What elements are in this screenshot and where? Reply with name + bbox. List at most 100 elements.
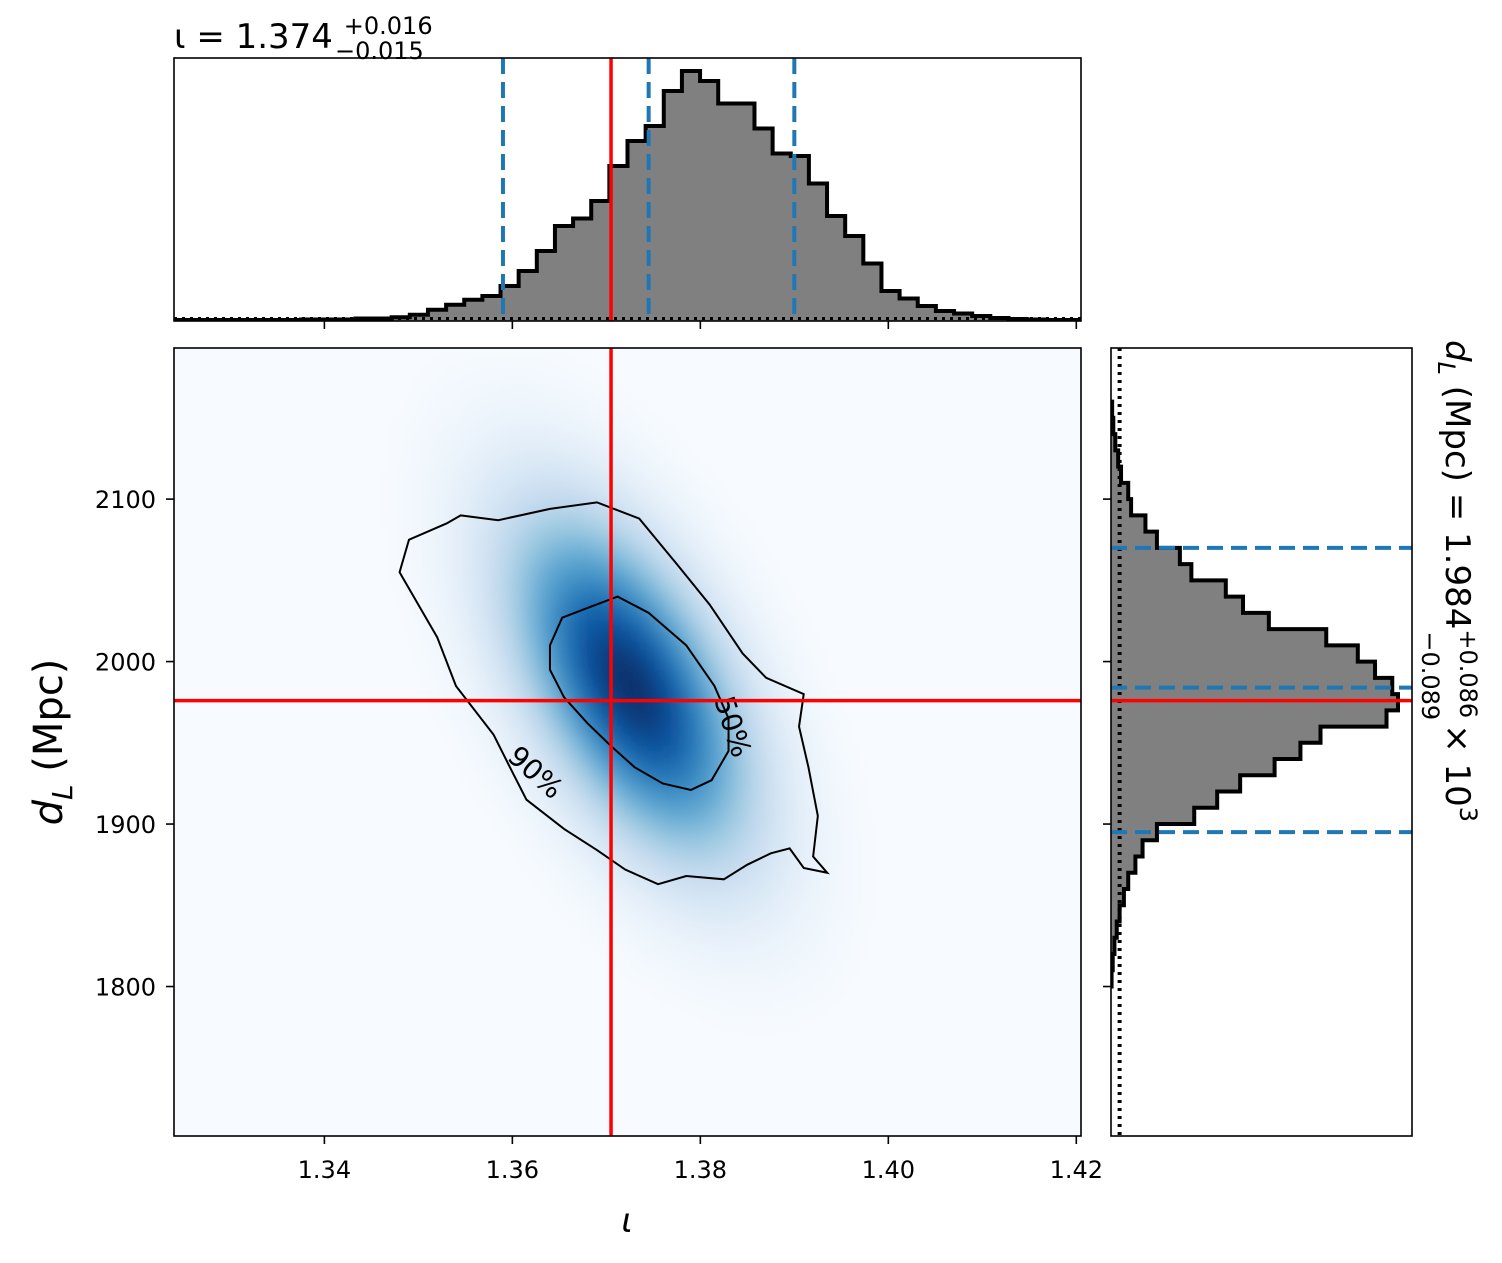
heatmap-cell [474,538,485,549]
heatmap-cell [594,468,605,479]
heatmap-cell [744,758,755,769]
heatmap-cell [674,548,685,559]
heatmap-cell [704,638,715,649]
heatmap-cell [724,588,735,599]
heatmap-cell [564,658,575,669]
heatmap-cell [484,528,495,539]
heatmap-cell [644,588,655,599]
heatmap-cell [714,488,725,499]
heatmap-cell [694,618,705,629]
heatmap-cell [414,538,425,549]
heatmap-cell [544,568,555,579]
heatmap-cell [734,988,745,999]
heatmap-cell [704,798,715,809]
heatmap-cell [564,628,575,639]
heatmap-cell [704,478,715,489]
heatmap-cell [564,598,575,609]
heatmap-cell [434,428,445,439]
heatmap-cell [554,598,565,609]
heatmap-cell [434,518,445,529]
heatmap-cell [514,678,525,689]
heatmap-cell [464,758,475,769]
heatmap-cell [554,898,565,909]
heatmap-cell [654,778,665,789]
heatmap-cell [604,398,615,409]
heatmap-cell [654,458,665,469]
heatmap-cell [494,368,505,379]
heatmap-cell [544,738,555,749]
heatmap-cell [434,558,445,569]
heatmap-cell [444,688,455,699]
heatmap-cell [704,618,715,629]
heatmap-cell [784,948,795,959]
joint-panel: 50%90% 1.34 1.36 1.38 1.40 1.42 180019002000… [26,347,1103,1241]
heatmap-cell [444,378,455,389]
heatmap-cell [584,538,595,549]
heatmap-cell [404,478,415,489]
heatmap-cell [644,848,655,859]
heatmap-cell [454,578,465,589]
heatmap-cell [534,388,545,399]
heatmap-cell [594,408,605,419]
heatmap-cell [474,768,485,779]
joint-x-ticks: 1.34 1.36 1.38 1.40 1.42 [298,1136,1103,1184]
heatmap-cell [454,348,465,359]
heatmap-cell [504,448,515,459]
heatmap-cell [794,638,805,649]
heatmap-cell [474,458,485,469]
heatmap-cell [814,798,825,809]
heatmap-cell [814,898,825,909]
heatmap-cell [514,528,525,539]
heatmap-cell [544,628,555,639]
heatmap-cell [564,868,575,879]
heatmap-cell [824,938,835,949]
heatmap-cell [504,358,515,369]
heatmap-cell [844,788,855,799]
heatmap-cell [484,408,495,419]
heatmap-cell [484,518,495,529]
heatmap-cell [444,448,455,459]
heatmap-cell [654,568,665,579]
heatmap-cell [754,618,765,629]
heatmap-cell [604,838,615,849]
heatmap-cell [604,468,615,479]
heatmap-cell [584,548,595,559]
heatmap-cell [784,918,795,929]
heatmap-cell [494,678,505,689]
heatmap-cell [804,828,815,839]
heatmap-cell [724,818,735,829]
heatmap-cell [844,738,855,749]
heatmap-cell [814,698,825,709]
heatmap-cell [834,898,845,909]
heatmap-cell [474,788,485,799]
heatmap-cell [614,468,625,479]
heatmap-cell [674,638,685,649]
heatmap-cell [724,778,735,789]
heatmap-cell [774,778,785,789]
heatmap-cell [404,538,415,549]
heatmap-cell [664,458,675,469]
heatmap-cell [544,388,555,399]
heatmap-cell [714,688,725,699]
heatmap-cell [764,708,775,719]
heatmap-cell [784,878,795,889]
y-tick-label: 1900 [95,811,156,839]
heatmap-cell [774,698,785,709]
heatmap-cell [644,508,655,519]
top-histogram-bar [554,226,574,321]
x-tick-label: 1.42 [1050,1156,1103,1184]
heatmap-cell [764,908,775,919]
heatmap-cell [634,438,645,449]
heatmap-cell [584,888,595,899]
heatmap-cell [834,758,845,769]
heatmap-cell [544,868,555,879]
heatmap-cell [624,478,635,489]
heatmap-cell [714,548,725,559]
heatmap-cell [414,408,425,419]
top-histogram-bar [827,216,846,321]
heatmap-cell [464,428,475,439]
heatmap-cell [444,638,455,649]
heatmap-cell [454,728,465,739]
heatmap-cell [624,938,635,949]
heatmap-cell [634,648,645,659]
